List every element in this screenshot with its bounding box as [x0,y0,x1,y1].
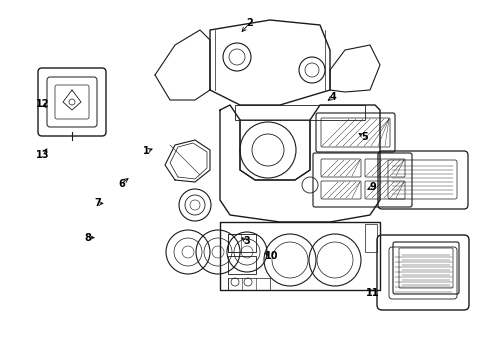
Text: 8: 8 [84,233,91,243]
Bar [227,234,256,252]
Text: 2: 2 [245,18,252,28]
Text: 6: 6 [118,179,124,189]
Text: 3: 3 [243,236,250,246]
Text: 5: 5 [360,132,367,142]
Text: 13: 13 [36,150,50,160]
Text: 1: 1 [143,146,150,156]
Bar [227,256,256,274]
Text: 7: 7 [94,198,101,208]
Bar [227,234,241,252]
Text: 4: 4 [328,92,335,102]
Text: 9: 9 [368,182,375,192]
Bar [364,224,376,252]
Text: 11: 11 [365,288,379,298]
Bar [227,278,269,290]
Text: 10: 10 [264,251,278,261]
Bar [235,105,364,120]
Text: 12: 12 [36,99,50,109]
